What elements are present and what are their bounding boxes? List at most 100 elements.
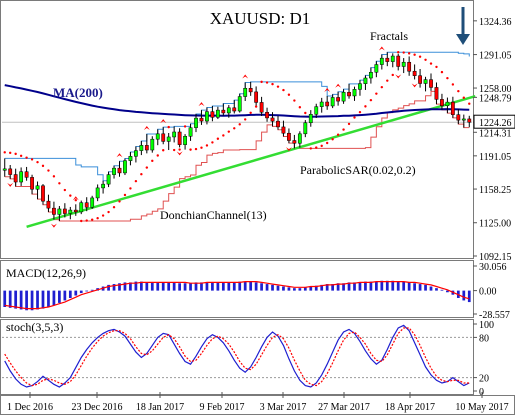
candle-body bbox=[379, 57, 384, 65]
stoch-k-line bbox=[4, 324, 470, 388]
sar-dot bbox=[435, 65, 438, 69]
sar-dot bbox=[276, 85, 280, 88]
candle-body bbox=[396, 55, 401, 67]
sar-dot bbox=[8, 151, 12, 155]
sar-dot bbox=[14, 152, 17, 156]
macd-label: MACD(12,26,9) bbox=[6, 266, 86, 280]
sar-dot bbox=[386, 79, 389, 82]
sar-dot bbox=[429, 62, 433, 65]
candle-body bbox=[155, 133, 160, 140]
y-tick-label: 1258.00 bbox=[479, 84, 512, 95]
sar-dot bbox=[440, 70, 444, 74]
candle-body bbox=[450, 101, 455, 115]
candle-body bbox=[276, 120, 280, 128]
candle-body bbox=[330, 97, 335, 107]
candle-body bbox=[84, 202, 89, 208]
sar-dot bbox=[129, 187, 132, 190]
sar-dot bbox=[260, 80, 263, 84]
candle-body bbox=[369, 71, 373, 79]
sar-dot bbox=[151, 159, 154, 163]
candle-body bbox=[434, 87, 439, 100]
x-tick-label: 10 May 2017 bbox=[455, 402, 508, 413]
x-tick-label: 9 Feb 2017 bbox=[200, 402, 245, 413]
candle-body bbox=[24, 171, 29, 178]
sar-dot bbox=[85, 219, 88, 222]
sar-dot bbox=[397, 50, 400, 54]
y-tick-label: 1248.79 bbox=[479, 93, 512, 104]
sar-dot bbox=[41, 164, 45, 168]
sar-dot bbox=[200, 146, 203, 149]
sar-dot bbox=[407, 52, 411, 55]
x-tick-label: 3 Mar 2017 bbox=[260, 402, 307, 413]
sar-dot bbox=[74, 198, 77, 202]
candle-body bbox=[265, 111, 269, 119]
candle-body bbox=[128, 156, 133, 161]
x-axis: 1 Dec 2016 23 Dec 2016 18 Jan 2017 9 Feb 20… bbox=[7, 392, 509, 413]
x-tick-label: 18 Apr 2017 bbox=[385, 402, 435, 413]
candle-body bbox=[347, 92, 351, 97]
y-tick-label: 1214.31 bbox=[479, 128, 512, 139]
sar-dot bbox=[63, 188, 67, 192]
candle-body bbox=[144, 145, 149, 151]
candle-body bbox=[73, 209, 78, 213]
candle-body bbox=[341, 92, 346, 102]
candle-body bbox=[106, 174, 111, 185]
macd-signal-line bbox=[4, 281, 470, 310]
candle-body bbox=[139, 145, 144, 151]
sar-dot bbox=[222, 134, 225, 137]
sar-dot bbox=[325, 141, 329, 145]
candles bbox=[2, 52, 472, 222]
x-tick-label: 18 Jan 2017 bbox=[136, 402, 184, 413]
candle-body bbox=[8, 168, 13, 175]
last-price-label: 1224.26 bbox=[479, 118, 512, 129]
trendline-path bbox=[26, 94, 476, 228]
candle-body bbox=[52, 207, 56, 215]
candle-body bbox=[401, 61, 406, 67]
candle-body bbox=[418, 75, 422, 84]
candle-body bbox=[13, 174, 18, 183]
chart-title: XAUUSD: D1 bbox=[210, 9, 311, 28]
candle-body bbox=[177, 131, 182, 145]
sar-dot bbox=[118, 200, 121, 203]
candle-body bbox=[390, 55, 395, 62]
candle-body bbox=[385, 57, 390, 62]
candle-body bbox=[62, 208, 67, 214]
fractal-down-icon bbox=[50, 223, 57, 228]
candle-body bbox=[183, 135, 187, 145]
fractals-label: Fractals bbox=[370, 29, 408, 43]
candle-body bbox=[281, 126, 286, 134]
candle-body bbox=[440, 99, 444, 107]
stoch-label: stoch(3,5,3) bbox=[6, 320, 63, 334]
candle-body bbox=[248, 87, 253, 93]
sar-label: ParabolicSAR(0.02,0.2) bbox=[300, 163, 416, 177]
sar-dot bbox=[178, 148, 181, 151]
sar-dot bbox=[47, 169, 50, 172]
candle-body bbox=[445, 101, 450, 107]
macd-y-axis: 30.056 0.00 -28.557 bbox=[473, 262, 510, 321]
sar-dot bbox=[451, 83, 455, 86]
candle-body bbox=[336, 97, 340, 102]
macd-tick-label: -28.557 bbox=[479, 310, 510, 321]
sar-dot bbox=[331, 138, 334, 141]
sar-dot bbox=[3, 151, 6, 154]
sar-dot bbox=[172, 148, 176, 152]
fractal-down-icon bbox=[7, 182, 14, 187]
sar-dot bbox=[375, 92, 378, 95]
ma-label: MA(200) bbox=[53, 85, 103, 100]
y-tick-label: 1191.05 bbox=[479, 152, 511, 163]
sar-dot bbox=[52, 175, 56, 178]
trend-line bbox=[26, 94, 476, 228]
candle-body bbox=[352, 89, 357, 97]
sar-dot bbox=[36, 160, 39, 164]
candle-body bbox=[363, 77, 368, 84]
candle-body bbox=[172, 131, 177, 138]
stoch-panel-frame bbox=[0, 319, 474, 395]
stoch-lines bbox=[4, 324, 470, 388]
x-tick-label: 23 Dec 2016 bbox=[71, 402, 122, 413]
candle-body bbox=[374, 64, 379, 73]
candle-body bbox=[237, 96, 242, 112]
sar-dot bbox=[30, 158, 34, 161]
macd-panel-frame bbox=[0, 260, 474, 318]
y-tick-label: 1291.05 bbox=[479, 51, 512, 62]
sar-dot bbox=[140, 173, 143, 176]
